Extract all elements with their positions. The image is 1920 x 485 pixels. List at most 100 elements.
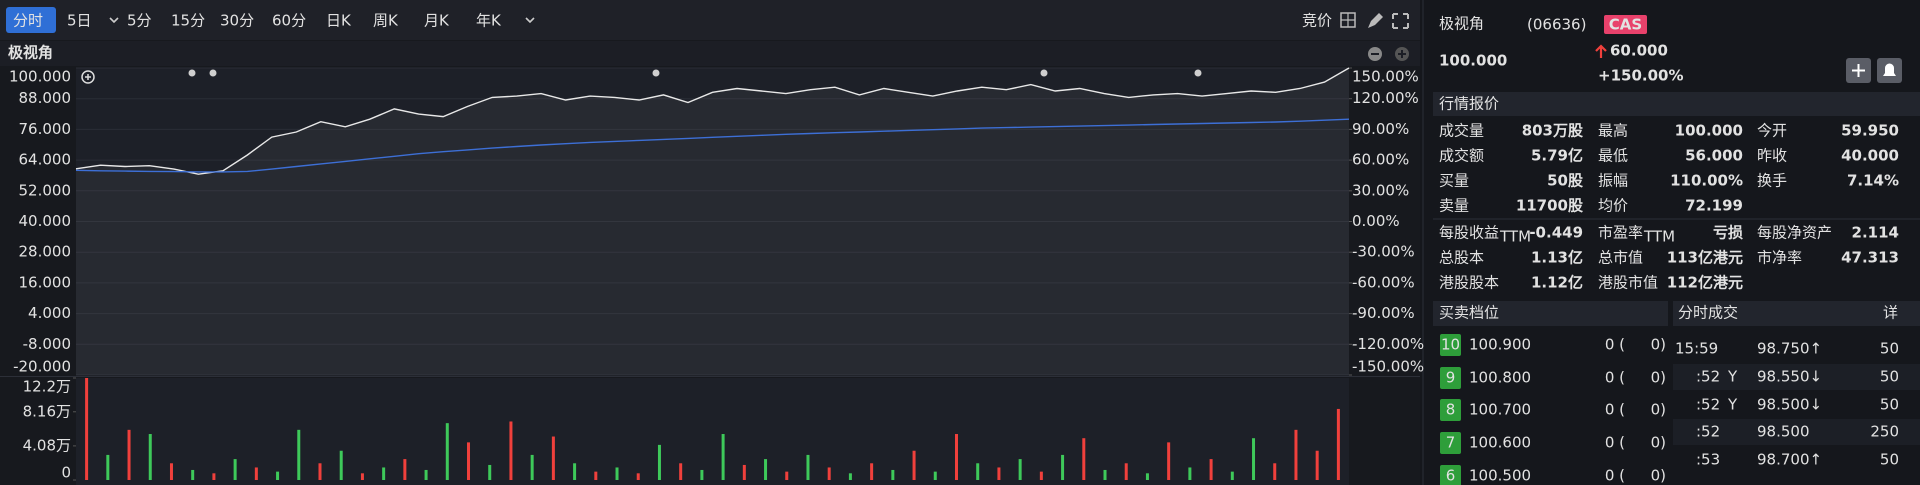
volume-bar	[1294, 429, 1298, 480]
tab[interactable]: 5日	[67, 12, 92, 30]
stock-code: (06636)	[1527, 16, 1586, 34]
grid-icon-lines	[1341, 13, 1355, 27]
tab[interactable]: 15分	[171, 12, 205, 30]
trade-volume: 50	[1880, 451, 1899, 469]
y2-tick-label: 60.00%	[1352, 151, 1409, 169]
up-arrow	[1595, 44, 1607, 58]
chart-header	[0, 41, 1420, 66]
volume-bar	[700, 469, 704, 480]
y-tick-label: 0	[61, 464, 71, 482]
field-value: 50股	[1547, 172, 1584, 190]
volume-bar	[764, 459, 768, 480]
trade-price: 98.550↓	[1757, 368, 1822, 386]
level-badge	[1440, 465, 1461, 485]
y-tick-label: 76.000	[19, 120, 72, 138]
volume-bar	[467, 442, 471, 480]
tab[interactable]: 30分	[220, 12, 254, 30]
field-label: 昨收	[1757, 147, 1787, 165]
percent-change: +150.00%	[1598, 67, 1683, 85]
volume-bar	[339, 450, 343, 480]
field-label: 每股收益	[1439, 224, 1499, 242]
y2-tick-label: 120.00%	[1352, 89, 1419, 107]
volume-bar	[679, 463, 683, 480]
volume-bar	[976, 463, 980, 480]
volume-bar	[785, 471, 789, 480]
event-markers	[188, 69, 1202, 77]
volume-bar	[933, 471, 937, 480]
fullscreen-icon[interactable]	[1392, 13, 1409, 29]
level: 9	[1446, 369, 1456, 387]
event-marker[interactable]	[1040, 69, 1048, 77]
tab[interactable]: 60分	[272, 12, 306, 30]
trade-time: :53	[1696, 451, 1720, 469]
draw-icon[interactable]	[1368, 13, 1383, 28]
trade-volume: 50	[1880, 340, 1899, 358]
field-label: 成交额	[1439, 147, 1484, 165]
badge	[1604, 15, 1647, 34]
tab[interactable]: 分时	[13, 12, 43, 30]
add-indicator-sign	[85, 74, 91, 80]
trade-time: :52	[1696, 423, 1720, 441]
trade-price: 98.500↓	[1757, 396, 1822, 414]
y-tick-label: 4.000	[28, 304, 71, 322]
y-tick-label: -20.000	[13, 358, 71, 376]
volume-bar	[1103, 469, 1107, 480]
volume-bar	[806, 454, 810, 480]
event-marker[interactable]	[652, 69, 660, 77]
volume-bar	[997, 467, 1001, 480]
add-indicator[interactable]	[81, 70, 95, 84]
field-value: 112亿港元	[1667, 274, 1743, 292]
field-label: 港股市值	[1598, 274, 1658, 292]
volume-bar	[636, 473, 640, 480]
volume-bar	[954, 434, 958, 480]
y-tick-label: 52.000	[19, 181, 72, 199]
level-badge	[1440, 432, 1461, 454]
trade-time: :52	[1696, 396, 1720, 414]
volume-bar	[721, 434, 725, 480]
volume-bar	[233, 459, 237, 480]
event-marker[interactable]	[1194, 69, 1202, 77]
tab[interactable]: 年K	[476, 12, 502, 30]
field-value: 2.114	[1852, 224, 1899, 242]
active-tab	[6, 7, 56, 33]
field-value: 56.000	[1685, 147, 1743, 165]
volume-bar	[509, 421, 513, 480]
volume-bar	[1124, 463, 1128, 480]
tab[interactable]: 周K	[373, 12, 399, 30]
section-title: 分时成交	[1678, 304, 1738, 322]
tab[interactable]: 月K	[424, 12, 450, 30]
y-tick-label: 88.000	[19, 89, 72, 107]
field-label: 总市值	[1598, 249, 1643, 267]
section-header	[1433, 92, 1920, 116]
section-title: 买卖档位	[1439, 304, 1499, 322]
volume-bar	[1188, 467, 1192, 480]
tab[interactable]: 5分	[127, 12, 152, 30]
field-value: 47.313	[1841, 249, 1899, 267]
right-panel	[1426, 0, 1920, 485]
alert-bell	[1883, 63, 1896, 76]
field-label: 每股净资产	[1757, 224, 1832, 242]
tab[interactable]: 日K	[326, 12, 352, 30]
detail-button[interactable]: 详	[1883, 304, 1898, 322]
volume-bar	[1145, 473, 1149, 480]
volume-bar	[530, 454, 534, 480]
field-label: 均价	[1598, 197, 1628, 215]
event-marker[interactable]	[188, 69, 196, 77]
volume-bar	[1018, 459, 1022, 480]
level: 7	[1446, 434, 1456, 452]
volume-bar	[148, 434, 152, 480]
field-label: 总股本	[1439, 249, 1484, 267]
section-title: 行情报价	[1439, 95, 1499, 113]
dropdown-icon[interactable]	[109, 17, 535, 24]
volume-bar	[1039, 471, 1043, 480]
field-value: -0.449	[1529, 224, 1583, 242]
volume-bar	[212, 473, 216, 480]
level-badge	[1440, 399, 1461, 421]
stock-name: 极视角	[1439, 15, 1484, 33]
auction-button[interactable]: 竞价	[1302, 12, 1332, 30]
event-marker[interactable]	[209, 69, 217, 77]
ask-price: 100.900	[1469, 336, 1531, 354]
trade-price: 98.500	[1757, 423, 1810, 441]
ask-price: 100.800	[1469, 369, 1531, 387]
